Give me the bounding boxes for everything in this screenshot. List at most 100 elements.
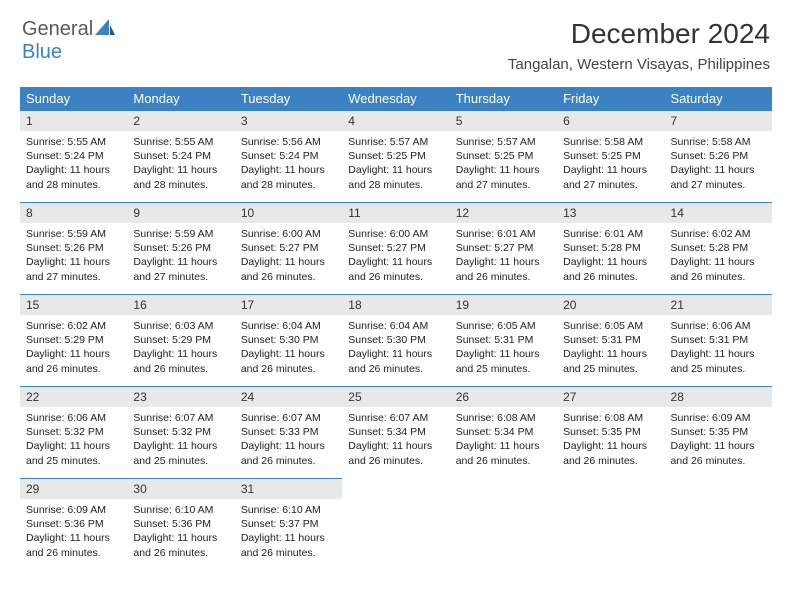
day-number: 5	[450, 110, 557, 131]
calendar-cell: 23Sunrise: 6:07 AMSunset: 5:32 PMDayligh…	[127, 386, 234, 478]
calendar-cell: 4Sunrise: 5:57 AMSunset: 5:25 PMDaylight…	[342, 110, 449, 202]
day-body: Sunrise: 6:05 AMSunset: 5:31 PMDaylight:…	[557, 315, 664, 382]
calendar-cell: 5Sunrise: 5:57 AMSunset: 5:25 PMDaylight…	[450, 110, 557, 202]
day-body: Sunrise: 5:58 AMSunset: 5:26 PMDaylight:…	[665, 131, 772, 198]
day-number: 26	[450, 386, 557, 407]
day-number: 10	[235, 202, 342, 223]
day-number: 13	[557, 202, 664, 223]
day-body: Sunrise: 6:08 AMSunset: 5:34 PMDaylight:…	[450, 407, 557, 474]
day-body: Sunrise: 5:58 AMSunset: 5:25 PMDaylight:…	[557, 131, 664, 198]
calendar-row: 1Sunrise: 5:55 AMSunset: 5:24 PMDaylight…	[20, 110, 772, 202]
weekday-header: Sunday	[20, 87, 127, 110]
day-number: 29	[20, 478, 127, 499]
day-number: 20	[557, 294, 664, 315]
brand-text: General Blue	[22, 18, 115, 64]
brand-logo: General Blue	[22, 18, 115, 64]
calendar-cell: 24Sunrise: 6:07 AMSunset: 5:33 PMDayligh…	[235, 386, 342, 478]
calendar-table: Sunday Monday Tuesday Wednesday Thursday…	[20, 87, 772, 570]
calendar-cell: 1Sunrise: 5:55 AMSunset: 5:24 PMDaylight…	[20, 110, 127, 202]
day-body: Sunrise: 5:55 AMSunset: 5:24 PMDaylight:…	[20, 131, 127, 198]
weekday-header: Friday	[557, 87, 664, 110]
calendar-cell: 26Sunrise: 6:08 AMSunset: 5:34 PMDayligh…	[450, 386, 557, 478]
day-number: 12	[450, 202, 557, 223]
day-body: Sunrise: 6:08 AMSunset: 5:35 PMDaylight:…	[557, 407, 664, 474]
day-body: Sunrise: 6:01 AMSunset: 5:28 PMDaylight:…	[557, 223, 664, 290]
day-body: Sunrise: 6:10 AMSunset: 5:37 PMDaylight:…	[235, 499, 342, 566]
day-body: Sunrise: 5:56 AMSunset: 5:24 PMDaylight:…	[235, 131, 342, 198]
day-number: 17	[235, 294, 342, 315]
day-body: Sunrise: 6:02 AMSunset: 5:28 PMDaylight:…	[665, 223, 772, 290]
day-body: Sunrise: 6:07 AMSunset: 5:33 PMDaylight:…	[235, 407, 342, 474]
calendar-cell: 28Sunrise: 6:09 AMSunset: 5:35 PMDayligh…	[665, 386, 772, 478]
calendar-cell: 7Sunrise: 5:58 AMSunset: 5:26 PMDaylight…	[665, 110, 772, 202]
calendar-body: 1Sunrise: 5:55 AMSunset: 5:24 PMDaylight…	[20, 110, 772, 570]
weekday-header: Saturday	[665, 87, 772, 110]
day-body: Sunrise: 6:03 AMSunset: 5:29 PMDaylight:…	[127, 315, 234, 382]
calendar-cell: 19Sunrise: 6:05 AMSunset: 5:31 PMDayligh…	[450, 294, 557, 386]
day-number: 22	[20, 386, 127, 407]
calendar-cell: 27Sunrise: 6:08 AMSunset: 5:35 PMDayligh…	[557, 386, 664, 478]
calendar-cell-empty	[342, 478, 449, 570]
day-body: Sunrise: 5:57 AMSunset: 5:25 PMDaylight:…	[450, 131, 557, 198]
header: General Blue December 2024 Tangalan, Wes…	[0, 0, 792, 81]
day-body: Sunrise: 6:02 AMSunset: 5:29 PMDaylight:…	[20, 315, 127, 382]
day-body: Sunrise: 5:55 AMSunset: 5:24 PMDaylight:…	[127, 131, 234, 198]
title-block: December 2024 Tangalan, Western Visayas,…	[508, 18, 770, 73]
day-number: 23	[127, 386, 234, 407]
day-body: Sunrise: 6:07 AMSunset: 5:34 PMDaylight:…	[342, 407, 449, 474]
day-number: 8	[20, 202, 127, 223]
calendar-cell-empty	[557, 478, 664, 570]
day-body: Sunrise: 6:09 AMSunset: 5:35 PMDaylight:…	[665, 407, 772, 474]
calendar-cell: 31Sunrise: 6:10 AMSunset: 5:37 PMDayligh…	[235, 478, 342, 570]
day-body: Sunrise: 6:00 AMSunset: 5:27 PMDaylight:…	[235, 223, 342, 290]
calendar-cell: 12Sunrise: 6:01 AMSunset: 5:27 PMDayligh…	[450, 202, 557, 294]
weekday-header: Tuesday	[235, 87, 342, 110]
day-number: 27	[557, 386, 664, 407]
day-number: 24	[235, 386, 342, 407]
calendar-cell: 13Sunrise: 6:01 AMSunset: 5:28 PMDayligh…	[557, 202, 664, 294]
calendar-cell: 3Sunrise: 5:56 AMSunset: 5:24 PMDaylight…	[235, 110, 342, 202]
day-number: 28	[665, 386, 772, 407]
calendar-row: 22Sunrise: 6:06 AMSunset: 5:32 PMDayligh…	[20, 386, 772, 478]
day-body: Sunrise: 6:01 AMSunset: 5:27 PMDaylight:…	[450, 223, 557, 290]
weekday-header: Thursday	[450, 87, 557, 110]
page-title: December 2024	[508, 18, 770, 50]
day-number: 1	[20, 110, 127, 131]
calendar-row: 29Sunrise: 6:09 AMSunset: 5:36 PMDayligh…	[20, 478, 772, 570]
day-number: 14	[665, 202, 772, 223]
calendar-cell: 18Sunrise: 6:04 AMSunset: 5:30 PMDayligh…	[342, 294, 449, 386]
day-body: Sunrise: 6:05 AMSunset: 5:31 PMDaylight:…	[450, 315, 557, 382]
day-number: 6	[557, 110, 664, 131]
calendar-cell: 6Sunrise: 5:58 AMSunset: 5:25 PMDaylight…	[557, 110, 664, 202]
calendar-cell: 30Sunrise: 6:10 AMSunset: 5:36 PMDayligh…	[127, 478, 234, 570]
day-number: 21	[665, 294, 772, 315]
calendar-cell: 9Sunrise: 5:59 AMSunset: 5:26 PMDaylight…	[127, 202, 234, 294]
day-number: 16	[127, 294, 234, 315]
day-number: 30	[127, 478, 234, 499]
day-number: 3	[235, 110, 342, 131]
day-number: 19	[450, 294, 557, 315]
calendar-cell: 21Sunrise: 6:06 AMSunset: 5:31 PMDayligh…	[665, 294, 772, 386]
calendar-cell: 16Sunrise: 6:03 AMSunset: 5:29 PMDayligh…	[127, 294, 234, 386]
day-number: 11	[342, 202, 449, 223]
day-number: 25	[342, 386, 449, 407]
day-body: Sunrise: 5:57 AMSunset: 5:25 PMDaylight:…	[342, 131, 449, 198]
weekday-header: Monday	[127, 87, 234, 110]
calendar-cell: 22Sunrise: 6:06 AMSunset: 5:32 PMDayligh…	[20, 386, 127, 478]
day-body: Sunrise: 6:04 AMSunset: 5:30 PMDaylight:…	[342, 315, 449, 382]
day-number: 4	[342, 110, 449, 131]
page-subtitle: Tangalan, Western Visayas, Philippines	[508, 56, 770, 73]
calendar-cell: 10Sunrise: 6:00 AMSunset: 5:27 PMDayligh…	[235, 202, 342, 294]
day-body: Sunrise: 6:06 AMSunset: 5:32 PMDaylight:…	[20, 407, 127, 474]
day-body: Sunrise: 6:07 AMSunset: 5:32 PMDaylight:…	[127, 407, 234, 474]
weekday-header-row: Sunday Monday Tuesday Wednesday Thursday…	[20, 87, 772, 110]
calendar-cell: 15Sunrise: 6:02 AMSunset: 5:29 PMDayligh…	[20, 294, 127, 386]
day-body: Sunrise: 6:06 AMSunset: 5:31 PMDaylight:…	[665, 315, 772, 382]
brand-sail-icon	[95, 19, 115, 35]
calendar-row: 8Sunrise: 5:59 AMSunset: 5:26 PMDaylight…	[20, 202, 772, 294]
calendar-cell-empty	[665, 478, 772, 570]
day-number: 2	[127, 110, 234, 131]
calendar-row: 15Sunrise: 6:02 AMSunset: 5:29 PMDayligh…	[20, 294, 772, 386]
day-number: 9	[127, 202, 234, 223]
calendar-cell: 11Sunrise: 6:00 AMSunset: 5:27 PMDayligh…	[342, 202, 449, 294]
